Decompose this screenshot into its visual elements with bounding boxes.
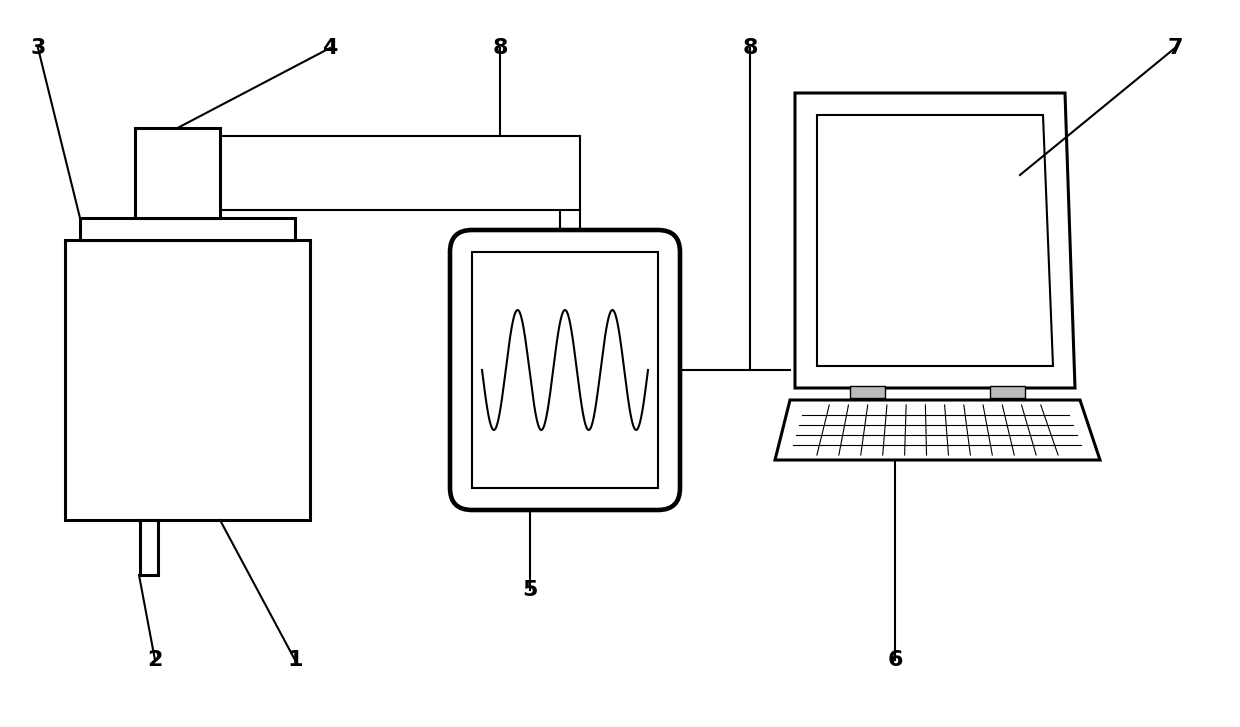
Bar xyxy=(135,128,219,218)
Bar xyxy=(849,386,885,398)
Text: 5: 5 xyxy=(522,580,538,600)
Text: 4: 4 xyxy=(322,38,337,58)
Text: 1: 1 xyxy=(288,650,303,670)
Text: 7: 7 xyxy=(1167,38,1183,58)
Text: 6: 6 xyxy=(888,650,903,670)
Bar xyxy=(472,252,658,488)
Bar xyxy=(140,520,157,575)
Bar xyxy=(81,218,295,240)
Text: 8: 8 xyxy=(492,38,507,58)
Bar xyxy=(64,240,310,520)
Text: 2: 2 xyxy=(148,650,162,670)
Polygon shape xyxy=(775,400,1100,460)
Polygon shape xyxy=(817,115,1053,366)
Text: 8: 8 xyxy=(743,38,758,58)
Bar xyxy=(990,386,1025,398)
Text: 3: 3 xyxy=(30,38,46,58)
Polygon shape xyxy=(795,93,1075,388)
FancyBboxPatch shape xyxy=(450,230,680,510)
